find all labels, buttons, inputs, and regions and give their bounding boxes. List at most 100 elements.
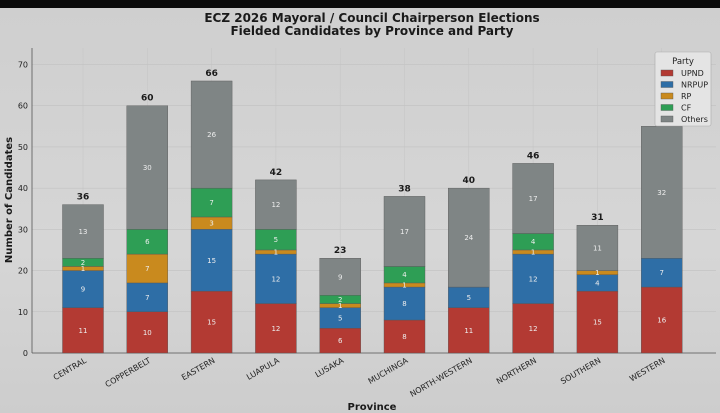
bar-segment-upnd (383, 319, 426, 354)
y-tick-label: 0 (23, 349, 28, 358)
y-tick-label: 50 (18, 143, 28, 152)
bar-total-label: 66 (205, 69, 218, 79)
segment-value-label: 12 (271, 275, 280, 283)
segment-value-label: 1 (402, 281, 406, 289)
segment-value-label: 24 (464, 234, 473, 242)
segment-value-label: 6 (145, 238, 150, 246)
x-tick-label: SOUTHERN (559, 356, 602, 386)
chart-title: ECZ 2026 Mayoral / Council Chairperson E… (204, 11, 539, 25)
y-tick-label: 10 (18, 308, 28, 317)
bar-segment-cf (126, 229, 169, 255)
x-tick-label: WESTERN (628, 356, 667, 384)
legend-label-others: Others (681, 115, 708, 124)
bar-segment-others (190, 80, 233, 189)
segment-value-label: 7 (209, 199, 213, 207)
segment-value-label: 4 (531, 238, 536, 246)
segment-value-label: 17 (529, 195, 538, 203)
x-tick-label: EASTERN (180, 356, 217, 382)
y-tick-label: 70 (18, 60, 28, 69)
y-tick-label: 40 (18, 184, 28, 193)
segment-value-label: 26 (207, 131, 216, 139)
bar-segment-others (255, 179, 297, 230)
bar-total-label: 40 (463, 176, 476, 186)
bar-segment-upnd (190, 290, 233, 354)
x-tick-label: NORTHERN (495, 356, 538, 386)
bar-segment-nrpup (62, 270, 104, 308)
segment-value-label: 12 (529, 325, 538, 333)
segment-value-label: 9 (81, 286, 85, 294)
bar-total-label: 31 (591, 213, 604, 223)
x-tick-label: NORTH-WESTERN (408, 356, 473, 399)
segment-value-label: 12 (271, 325, 280, 333)
legend-swatch-others (660, 115, 674, 123)
legend-swatch-upnd (660, 69, 674, 77)
x-axis-label: Province (348, 402, 397, 413)
bars (62, 80, 683, 354)
segment-value-label: 7 (145, 294, 149, 302)
segment-value-label: 4 (402, 271, 407, 279)
legend-label-upnd: UPND (681, 69, 704, 78)
segment-value-label: 15 (207, 257, 216, 265)
segment-value-label: 15 (593, 319, 602, 327)
bar-total-label: 46 (527, 151, 540, 161)
bar-total-label: 38 (398, 184, 411, 194)
segment-value-label: 5 (274, 236, 278, 244)
bar-segment-upnd (512, 303, 554, 354)
legend-swatch-nrpup (660, 81, 674, 88)
segment-value-label: 11 (79, 327, 88, 335)
bar-segment-upnd (319, 328, 361, 354)
legend-label-rp: RP (681, 92, 692, 101)
x-tick-label: COPPERBELT (104, 356, 153, 389)
segment-value-label: 11 (593, 244, 602, 252)
bar-segment-others (383, 196, 426, 267)
segment-value-label: 4 (595, 279, 600, 287)
segment-value-label: 8 (402, 333, 406, 341)
segment-value-label: 5 (467, 294, 471, 302)
legend-label-cf: CF (681, 104, 692, 113)
y-axis-label: Number of Candidates (4, 137, 15, 263)
bar-total-label: 42 (270, 168, 283, 178)
segment-value-label: 8 (402, 300, 406, 308)
segment-value-label: 30 (143, 164, 152, 172)
segment-value-label: 12 (271, 201, 280, 209)
bar-segment-others (62, 204, 104, 259)
segment-value-label: 7 (145, 265, 149, 273)
x-tick-label: CENTRAL (52, 356, 89, 382)
segment-value-label: 15 (207, 319, 216, 327)
segment-value-label: 16 (657, 317, 666, 325)
bar-segment-upnd (641, 286, 683, 354)
segment-value-label: 5 (338, 314, 342, 322)
bar-segment-others (319, 258, 361, 296)
bar-segment-nrpup (190, 229, 233, 292)
bar-segment-others (126, 105, 169, 230)
segment-value-label: 17 (400, 228, 409, 236)
legend-label-nrpup: NRPUP (681, 81, 708, 90)
x-tick-label: LUAPULA (245, 356, 281, 382)
segment-value-label: 1 (531, 249, 535, 257)
segment-value-label: 13 (79, 228, 88, 236)
bar-segment-cf (190, 187, 233, 218)
bar-labels: 1191213361077630601515372666121215124265… (77, 69, 667, 345)
segment-value-label: 7 (659, 269, 663, 277)
x-tick-label: MUCHINGA (367, 356, 410, 386)
y-tick-label: 20 (18, 267, 28, 276)
legend-title: Party (672, 57, 694, 67)
segment-value-label: 1 (338, 302, 342, 310)
segment-value-label: 6 (338, 337, 343, 345)
chart-subtitle: Fielded Candidates by Province and Party (230, 24, 513, 38)
bar-segment-upnd (126, 311, 169, 354)
segment-value-label: 3 (209, 220, 213, 228)
bar-segment-others (448, 187, 490, 288)
segment-value-label: 1 (274, 249, 278, 257)
bar-segment-nrpup (641, 258, 683, 288)
segment-value-label: 32 (657, 189, 666, 197)
bar-segment-rp (126, 253, 169, 284)
bar-segment-nrpup (126, 282, 169, 312)
segment-value-label: 11 (464, 327, 473, 335)
bar-total-label: 36 (77, 193, 90, 203)
bar-total-label: 60 (141, 94, 154, 104)
bar-segment-others (512, 163, 554, 234)
bar-segment-others (576, 225, 619, 271)
